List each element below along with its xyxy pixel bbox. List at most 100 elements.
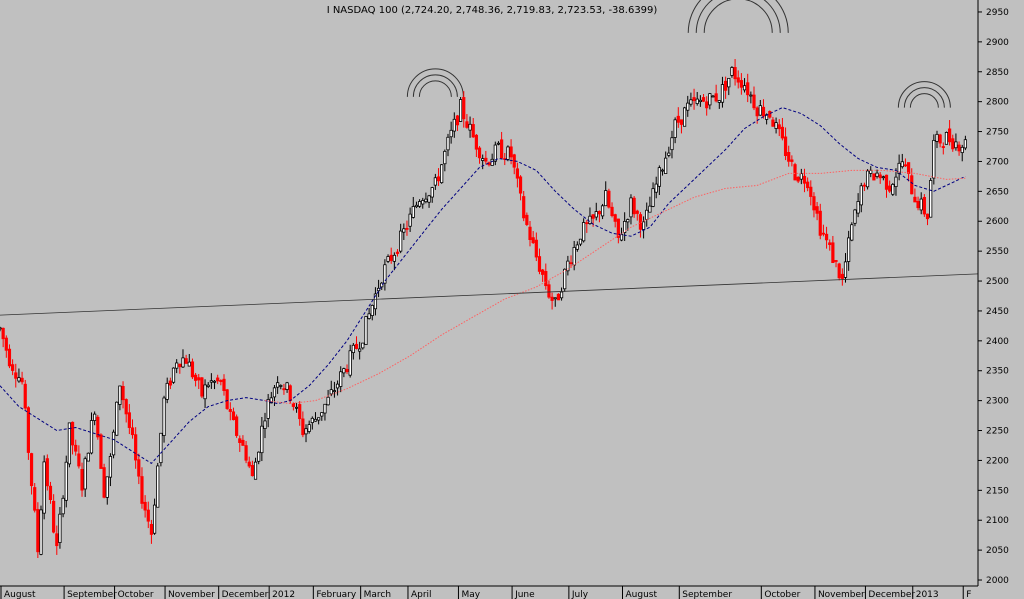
x-tick-label: November — [818, 590, 865, 599]
candle-body — [787, 151, 791, 162]
candle-body — [566, 260, 570, 272]
candle-body — [80, 468, 84, 491]
candle-body — [45, 458, 49, 487]
candle-body — [720, 84, 725, 103]
candle-body — [594, 211, 598, 218]
x-tick-label: September — [682, 590, 732, 599]
candle-body — [219, 380, 223, 382]
candle-body — [462, 97, 466, 120]
candle-body — [500, 139, 504, 159]
candle-body — [440, 164, 444, 184]
candle-body — [654, 183, 658, 193]
candle-body — [111, 431, 116, 456]
candle-body — [317, 417, 321, 421]
candle-body — [689, 99, 693, 105]
candle-body — [36, 509, 40, 553]
candle-body — [506, 146, 510, 160]
candle-body — [231, 411, 236, 421]
y-tick-label: 2150 — [986, 486, 1009, 496]
candle-body — [178, 363, 182, 368]
candle-body — [515, 168, 519, 179]
candle-body — [575, 244, 579, 250]
candle-body — [323, 403, 327, 414]
candle-body — [673, 119, 677, 138]
candle-body — [29, 453, 34, 487]
candle-body — [824, 233, 829, 241]
decorative-arc — [897, 81, 951, 108]
candle-body — [89, 420, 94, 454]
candle-body — [667, 152, 671, 156]
candle-body — [607, 190, 611, 208]
candle-body — [11, 364, 15, 371]
candle-body — [42, 461, 46, 514]
candle-body — [143, 501, 147, 511]
candle-body — [285, 382, 289, 390]
candle-body — [14, 372, 18, 379]
y-tick-label: 2000 — [986, 576, 1009, 586]
candle-body — [733, 67, 737, 80]
candle-body — [345, 369, 349, 373]
candle-body — [99, 434, 103, 469]
candle-body — [850, 224, 854, 241]
candle-body — [610, 206, 614, 217]
candle-body — [802, 175, 807, 184]
candle-body — [910, 175, 914, 195]
candle-body — [23, 383, 27, 409]
candle-body — [708, 93, 712, 106]
moving-averages — [0, 107, 966, 465]
candle-body — [563, 268, 567, 290]
candle-body — [929, 180, 933, 218]
trendline — [0, 273, 979, 316]
x-tick-label: 2013 — [916, 590, 939, 599]
y-tick-label: 2250 — [986, 427, 1009, 437]
candle-body — [269, 397, 273, 404]
candle-body — [525, 214, 529, 225]
candle-body — [645, 209, 649, 220]
candle-body — [954, 141, 958, 149]
candle-body — [676, 115, 680, 123]
y-tick-label: 2550 — [986, 247, 1009, 257]
candle-body — [865, 170, 870, 188]
candle-body — [790, 159, 794, 162]
candle-body — [944, 131, 949, 145]
y-tick-label: 2750 — [986, 128, 1009, 138]
candle-body — [301, 418, 305, 436]
candle-body — [834, 260, 838, 262]
candle-body — [806, 181, 810, 189]
candle-body — [960, 146, 964, 154]
candle-body — [279, 385, 283, 387]
candle-body — [149, 523, 154, 535]
y-tick-label: 2800 — [986, 98, 1009, 108]
candle-body — [430, 187, 434, 198]
y-tick-label: 2500 — [986, 277, 1009, 287]
candle-body — [386, 256, 390, 262]
candle-body — [534, 239, 538, 258]
candle-body — [465, 121, 469, 128]
x-tick-label: March — [364, 590, 391, 599]
moving-average-short — [0, 107, 966, 465]
candle-body — [903, 164, 908, 167]
candle-body — [878, 174, 882, 179]
candle-body — [698, 99, 702, 103]
candle-body — [777, 124, 781, 130]
candle-body — [906, 162, 911, 174]
x-tick-label: F — [966, 590, 971, 599]
candle-body — [77, 453, 81, 467]
decorative-arc — [909, 93, 939, 108]
candle-body — [853, 209, 857, 224]
candle-body — [755, 107, 759, 117]
candle-body — [884, 174, 889, 190]
candle-body — [61, 497, 65, 515]
candle-body — [313, 418, 318, 422]
candle-body — [629, 197, 633, 218]
x-tick-label: November — [168, 590, 215, 599]
candle-body — [641, 221, 646, 230]
candle-body — [152, 504, 157, 534]
candle-body — [304, 428, 308, 435]
candle-body — [395, 251, 400, 254]
candle-body — [493, 144, 497, 162]
candle-body — [623, 220, 627, 233]
candle-body — [843, 261, 848, 278]
y-tick-label: 2300 — [986, 397, 1009, 407]
candle-body — [553, 297, 557, 300]
